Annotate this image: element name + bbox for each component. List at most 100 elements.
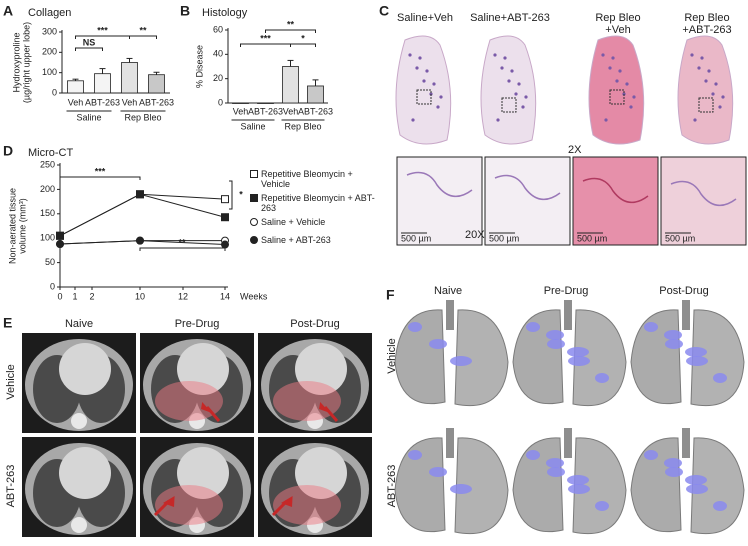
stain-dot — [408, 53, 412, 57]
airspace-loss — [429, 467, 447, 477]
y-tick-label: 60 — [213, 24, 223, 34]
airspace-loss — [526, 322, 540, 332]
zoom-inset — [698, 97, 714, 113]
arrow-head — [319, 402, 330, 413]
lung-render — [690, 309, 745, 407]
stain-dot — [615, 79, 619, 83]
airspace-loss — [595, 373, 609, 383]
group-label: Saline — [240, 121, 265, 131]
marker — [221, 240, 229, 249]
y-axis-label: volume (mm³) — [17, 198, 27, 254]
airspace-loss — [665, 467, 683, 477]
stain-dot — [415, 66, 419, 70]
arrow-head — [163, 496, 175, 507]
lung-render — [394, 437, 446, 533]
x-tick-label: ABT-263 — [298, 106, 333, 116]
bar — [121, 62, 138, 94]
y-tick-label: 0 — [218, 97, 223, 107]
trachea — [446, 300, 454, 330]
x-tick-label: 14 — [220, 291, 230, 301]
stain-dot — [422, 79, 426, 83]
column-label: Rep Bleo — [684, 12, 729, 24]
marker — [250, 170, 258, 178]
row-label: Vehicle — [5, 364, 17, 399]
legend-label: Saline + ABT-263 — [261, 235, 331, 245]
scale-label: 500 µm — [489, 233, 519, 243]
significance-bracket — [229, 180, 233, 210]
x-tick-label: 1 — [72, 291, 77, 301]
column-label: +ABT-263 — [682, 24, 731, 36]
x-tick-label: Veh — [233, 106, 249, 116]
significance-label: * — [239, 189, 243, 199]
stain-dot — [601, 53, 605, 57]
x-tick-label: ABT-263 — [139, 97, 174, 107]
stain-dot — [625, 82, 629, 86]
bar — [94, 73, 111, 94]
series-line — [59, 193, 226, 237]
arrow-head — [201, 402, 212, 413]
airway — [494, 174, 561, 201]
group-label: Rep Bleo — [124, 112, 161, 122]
panel-letter: C — [379, 3, 389, 19]
airspace-loss — [568, 356, 590, 366]
trachea — [682, 300, 690, 330]
airspace-loss — [664, 330, 682, 340]
x-tick-label: Veh — [122, 97, 138, 107]
y-tick-label: 40 — [213, 49, 223, 59]
y-axis-label: % Disease — [194, 45, 204, 88]
y-tick-label: 0 — [52, 87, 57, 97]
significance-bracket — [129, 35, 157, 39]
ct-spine — [71, 517, 87, 533]
stain-dot — [704, 79, 708, 83]
airspace-loss — [685, 347, 707, 357]
series-line — [59, 193, 226, 237]
airspace-loss — [686, 484, 708, 494]
stain-dot — [690, 53, 694, 57]
y-tick-label: 200 — [40, 184, 55, 194]
airspace-loss — [685, 475, 707, 485]
significance-bracket — [59, 176, 141, 180]
significance-label: *** — [95, 166, 106, 176]
airspace-loss — [713, 501, 727, 511]
y-tick-label: 0 — [50, 281, 55, 291]
y-axis-label: (µg/right upper lobe) — [21, 22, 31, 103]
column-label: Naive — [65, 318, 93, 330]
airspace-loss — [547, 339, 565, 349]
scale-label: 500 µm — [665, 233, 695, 243]
scale-label: 500 µm — [577, 233, 607, 243]
stain-dot — [632, 95, 636, 99]
column-label: Pre-Drug — [175, 318, 220, 330]
stain-dot — [700, 56, 704, 60]
panel-letter: D — [3, 143, 13, 159]
stain-dot — [500, 66, 504, 70]
airspace-loss — [713, 373, 727, 383]
legend-label: Repetitive Bleomycin + Vehicle — [261, 169, 353, 189]
marker — [56, 231, 64, 240]
trachea — [564, 300, 572, 330]
x-tick-label: Veh — [283, 106, 299, 116]
stain-dot — [496, 118, 500, 122]
marker — [221, 195, 229, 204]
legend-label: Saline + Vehicle — [261, 217, 326, 227]
stain-dot — [697, 66, 701, 70]
airspace-loss — [567, 347, 589, 357]
stain-dot — [493, 53, 497, 57]
zoom-inset — [501, 97, 517, 113]
bar — [282, 66, 299, 104]
stain-dot — [411, 118, 415, 122]
row-label: ABT-263 — [386, 465, 398, 508]
airspace-loss — [526, 450, 540, 460]
scale-label: 500 µm — [401, 233, 431, 243]
bar — [232, 102, 249, 104]
bar — [307, 85, 324, 104]
lung-section — [480, 35, 537, 145]
airspace-loss — [408, 322, 422, 332]
significance-label: NS — [83, 37, 96, 47]
stain-dot — [707, 69, 711, 73]
trachea — [564, 428, 572, 458]
lung-render — [394, 309, 446, 405]
marker — [250, 236, 258, 244]
zoom-inset — [609, 89, 625, 105]
panel-letter: A — [3, 3, 13, 19]
zoom-inset — [416, 89, 432, 105]
